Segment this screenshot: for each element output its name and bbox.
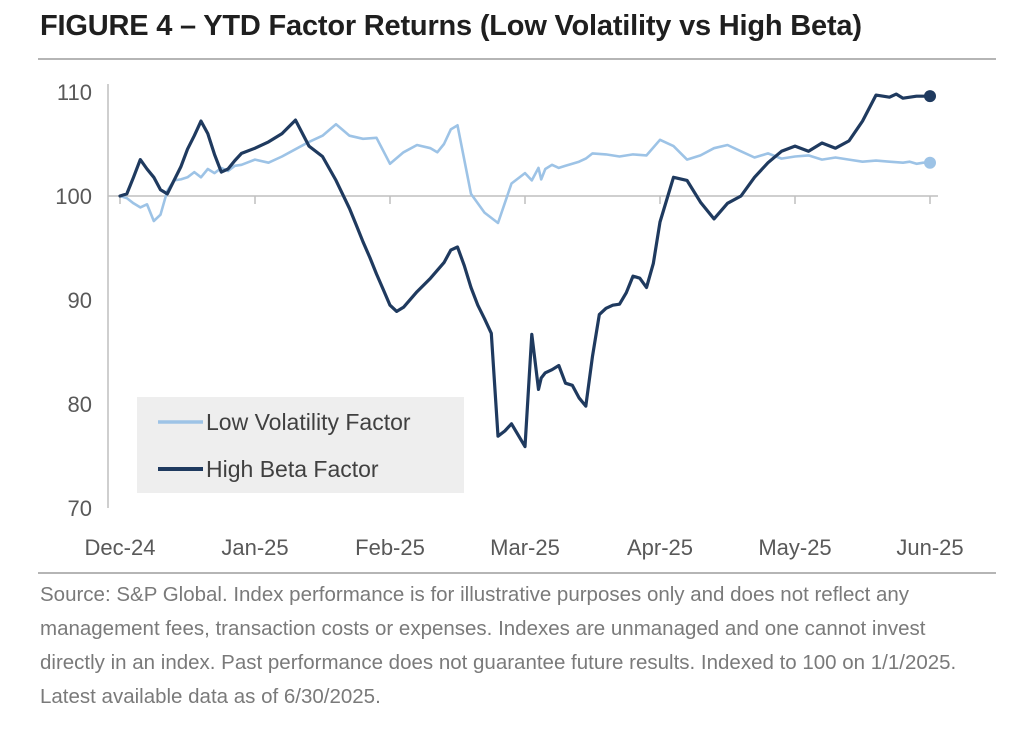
figure-title: FIGURE 4 – YTD Factor Returns (Low Volat…	[40, 10, 862, 42]
x-tick-label-jan-25: Jan-25	[221, 535, 288, 560]
x-tick-label-feb-25: Feb-25	[355, 535, 425, 560]
x-tick-label-apr-25: Apr-25	[627, 535, 693, 560]
low-volatility-factor-legend-label: Low Volatility Factor	[206, 409, 411, 435]
x-axis: Dec-24 Jan-25 Feb-25 Mar-25 Apr-25 May-25 Jun-…	[85, 84, 964, 560]
y-tick-label-80: 80	[68, 392, 92, 417]
y-tick-label-70: 70	[68, 496, 92, 521]
y-tick-label-110: 110	[57, 80, 92, 105]
high-beta-factor-line	[118, 92, 932, 449]
y-axis-tick-labels: 70 80 90 100 110	[55, 80, 92, 521]
y-tick-label-90: 90	[68, 288, 92, 313]
source-divider	[38, 572, 996, 574]
series-lines	[118, 90, 936, 449]
high-beta-factor-end-point	[924, 90, 936, 103]
title-divider	[38, 58, 996, 60]
legend-box	[137, 397, 464, 493]
legend: Low Volatility Factor High Beta Factor	[137, 397, 464, 493]
x-tick-label-may-25: May-25	[758, 535, 831, 560]
y-tick-label-100: 100	[55, 184, 92, 209]
source-note: Source: S&P Global. Index performance is…	[40, 583, 957, 708]
x-tick-label-jun-25: Jun-25	[896, 535, 963, 560]
low-volatility-factor-end-point	[924, 156, 936, 169]
high-beta-factor-legend-label: High Beta Factor	[206, 456, 379, 482]
factor-returns-chart: 70 80 90 100 110 Dec-24 Jan-25 Feb-25 Mar-25 Apr…	[55, 80, 964, 560]
x-tick-label-mar-25: Mar-25	[490, 535, 560, 560]
low-volatility-factor-line	[118, 122, 932, 225]
x-tick-label-dec-24: Dec-24	[85, 535, 156, 560]
